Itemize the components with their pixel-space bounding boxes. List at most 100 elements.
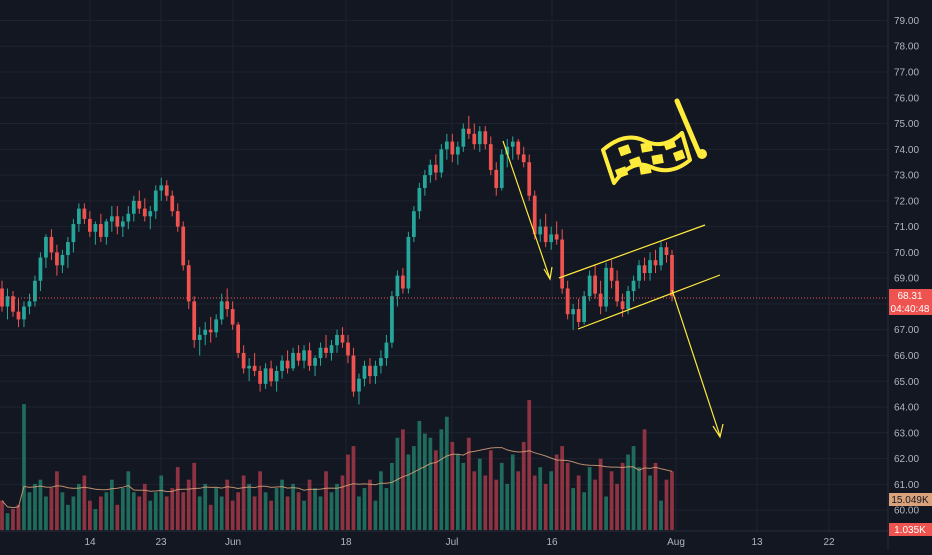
volume-bar	[417, 420, 422, 530]
y-tick-label: 78.00	[894, 42, 919, 53]
candle	[241, 345, 246, 374]
volume-bar	[131, 492, 136, 530]
volume-bar	[88, 500, 92, 530]
x-tick-label: 23	[155, 537, 167, 548]
candle-body	[505, 146, 510, 155]
volume-bar	[236, 492, 241, 530]
candle	[181, 221, 186, 271]
candle-body	[236, 324, 241, 353]
candle-body	[77, 208, 81, 225]
volume-bar	[230, 500, 235, 530]
candle	[324, 334, 328, 359]
candle-body	[241, 352, 246, 369]
volume-bar	[16, 504, 21, 530]
x-tick-label: 14	[84, 537, 96, 548]
volume-bar	[0, 500, 4, 530]
candlesticks	[0, 115, 674, 405]
volume-bar	[538, 467, 543, 530]
candle-body	[153, 190, 158, 212]
candle-body	[126, 213, 131, 222]
candle-body	[395, 275, 400, 297]
candle	[252, 352, 257, 377]
candle-body	[346, 342, 350, 356]
y-tick-label: 70.00	[894, 248, 919, 259]
volume-ma-badge: 15.049K	[889, 493, 932, 506]
candle-body	[164, 185, 169, 196]
y-tick-label: 72.00	[894, 196, 919, 207]
y-tick-label: 79.00	[894, 16, 919, 27]
volume-bar	[554, 454, 559, 530]
time-axis[interactable]: 14 23 Jun 18 Jul 16 Aug 13 22	[0, 530, 888, 548]
candle-body	[461, 128, 466, 147]
candle-body	[609, 267, 614, 281]
volume-bar	[505, 483, 510, 530]
volume-bar	[225, 479, 230, 530]
candle-body	[16, 311, 21, 320]
candle	[131, 195, 136, 222]
candle-body	[82, 208, 87, 219]
volume-bar	[296, 492, 301, 530]
volume-bar	[477, 458, 482, 530]
candle-body	[109, 216, 114, 222]
y-tick-label: 63.00	[894, 428, 919, 439]
volume-bar	[208, 504, 213, 530]
candle	[33, 275, 37, 307]
volume-bar	[351, 446, 356, 530]
volume-bar	[598, 458, 603, 530]
candle-body	[148, 211, 153, 217]
candle	[214, 314, 219, 338]
candle	[659, 242, 663, 271]
volume-bar	[433, 450, 438, 530]
candle-body	[560, 239, 565, 289]
candle-body	[175, 211, 180, 227]
last-volume-label: 1.035K	[894, 525, 926, 536]
candle-body	[455, 146, 460, 155]
countdown-label: 04:40:48	[891, 304, 930, 315]
volume-bar	[357, 496, 361, 530]
candle-body	[499, 154, 504, 188]
candle	[148, 206, 153, 230]
candle	[49, 229, 54, 261]
volume-bar	[197, 496, 202, 530]
candle	[417, 182, 422, 219]
candle-body	[329, 345, 334, 353]
volume-bar	[104, 492, 109, 530]
volume-bar	[423, 433, 427, 530]
candle	[225, 288, 230, 317]
candle-body	[483, 131, 488, 145]
candle-body	[93, 224, 98, 232]
candle-body	[27, 301, 32, 307]
candle-body	[477, 131, 482, 145]
candle-body	[285, 360, 290, 369]
candle-body	[401, 275, 405, 289]
volume-bar	[439, 429, 444, 530]
x-tick-label: 22	[823, 537, 835, 548]
volume-bar	[615, 483, 619, 530]
candle-body	[296, 352, 301, 361]
candle-body	[582, 296, 586, 322]
y-tick-label: 65.00	[894, 377, 919, 388]
volume-bar	[181, 492, 186, 530]
candle-body	[373, 365, 378, 377]
candle	[335, 329, 339, 353]
candle-body	[571, 309, 576, 315]
volume-bar	[164, 496, 169, 530]
volume-bar	[450, 441, 455, 530]
candle	[175, 203, 180, 232]
volume-bar	[461, 462, 466, 530]
y-tick-label: 76.00	[894, 93, 919, 104]
price-axis[interactable]: 60.00 61.00 62.00 63.00 64.00 65.00 66.00 67.00…	[887, 0, 919, 550]
candle	[296, 345, 301, 366]
candle	[16, 298, 21, 328]
volume-bar	[466, 437, 471, 530]
candle	[648, 252, 652, 281]
candle-body	[604, 267, 608, 307]
candle-body	[466, 128, 471, 134]
candle-body	[423, 175, 427, 188]
candle	[197, 327, 202, 356]
candle	[219, 293, 224, 325]
candle	[362, 360, 367, 387]
candle	[510, 136, 515, 160]
